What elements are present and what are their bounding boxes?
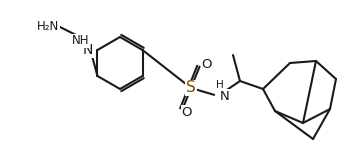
Text: N: N bbox=[220, 90, 230, 103]
Text: H: H bbox=[216, 80, 224, 90]
Text: NH: NH bbox=[71, 34, 89, 48]
Text: O: O bbox=[202, 58, 212, 71]
Text: O: O bbox=[182, 106, 192, 119]
Text: H₂N: H₂N bbox=[37, 21, 59, 34]
Text: S: S bbox=[186, 80, 196, 95]
Text: N: N bbox=[83, 43, 94, 57]
